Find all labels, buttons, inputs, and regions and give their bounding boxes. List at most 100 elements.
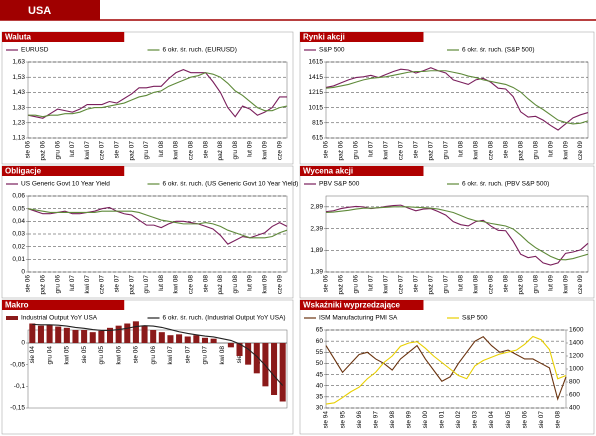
x-tick-label: gru 05 — [98, 346, 105, 365]
y-tick-label: 1000 — [569, 366, 584, 373]
y-tick-label: 35 — [316, 394, 324, 401]
panel-title-bar — [300, 300, 424, 310]
y-tick-label: 400 — [569, 405, 580, 412]
x-tick-label: kwi 08 — [472, 141, 479, 160]
panel-title: Makro — [5, 301, 29, 310]
x-tick-label: kwi 07 — [383, 141, 390, 160]
bar — [81, 330, 88, 343]
x-tick-label: kwi 09 — [262, 141, 269, 160]
bar — [236, 343, 243, 356]
series-line — [32, 323, 284, 386]
y-tick-label: 815 — [312, 120, 323, 127]
y-tick-label: 1,89 — [310, 247, 323, 254]
x-tick-label: gru 06 — [54, 141, 61, 160]
x-tick-label: lut 07 — [368, 275, 375, 291]
x-tick-label: paź 06 — [40, 275, 47, 295]
x-tick-label: gru 08 — [532, 141, 539, 160]
panel-title: Waluta — [5, 33, 31, 42]
y-tick-label: 0,05 — [12, 205, 25, 212]
panel-title: Wskaźniki wyprzedzające — [303, 301, 400, 310]
x-tick-label: sie 07 — [114, 275, 121, 293]
x-tick-label: sie 02 — [455, 411, 462, 429]
x-tick-label: gru 06 — [353, 141, 360, 160]
x-tick-label: kwi 09 — [562, 141, 569, 160]
x-tick-label: sie 01 — [439, 411, 446, 429]
series-line — [325, 70, 589, 125]
x-tick-label: cze 07 — [398, 141, 405, 161]
y-tick-label: 50 — [316, 360, 324, 367]
x-tick-label: gru 06 — [150, 346, 157, 365]
x-tick-label: cze 08 — [188, 275, 195, 295]
bar — [89, 332, 96, 343]
y-tick-label: 1215 — [309, 89, 324, 96]
series-line — [325, 336, 567, 401]
y-tick-label: 40 — [316, 382, 324, 389]
bar — [193, 335, 200, 343]
x-tick-label: lut 08 — [457, 275, 464, 291]
y-tick-label: 1015 — [309, 104, 324, 111]
x-tick-label: lut 08 — [158, 141, 165, 157]
bar — [262, 343, 269, 387]
x-tick-label: gru 08 — [232, 141, 239, 160]
y-tick-label: 65 — [316, 327, 324, 334]
x-tick-label: lut 09 — [547, 275, 554, 291]
y-tick-label: -0,15 — [10, 405, 25, 412]
legend-label: 6 okr. śr. ruch. (PBV S&P 500) — [462, 181, 549, 188]
bar — [46, 324, 53, 343]
y-tick-label: -0,05 — [10, 361, 25, 368]
x-tick-label: sie 07 — [114, 141, 121, 159]
y-tick-label: 800 — [569, 379, 580, 386]
bar — [279, 343, 286, 402]
y-tick-label: 2,89 — [310, 204, 323, 211]
x-tick-label: cze 07 — [398, 275, 405, 295]
y-tick-label: 0,03 — [12, 231, 25, 238]
bar — [141, 325, 148, 343]
x-tick-label: sie 08 — [554, 411, 561, 429]
series-line — [27, 69, 287, 119]
legend-label: Industrial Output YoY USA — [21, 315, 98, 322]
x-tick-label: gru 06 — [54, 275, 61, 294]
x-tick-label: sie 08 — [502, 141, 509, 159]
panel-title-bar — [2, 32, 125, 42]
panel-title: Obligacje — [5, 167, 42, 176]
x-tick-label: gru 07 — [442, 275, 449, 294]
x-tick-label: sie 97 — [372, 411, 379, 429]
series-line — [27, 206, 288, 245]
x-tick-label: paź 08 — [517, 275, 524, 295]
panel-frame — [299, 165, 595, 299]
bar — [184, 336, 191, 343]
x-tick-label: paź 07 — [128, 141, 135, 161]
y-tick-label: 0,06 — [12, 193, 25, 200]
x-tick-label: sie 99 — [405, 411, 412, 429]
y-tick-label: 0 — [21, 269, 25, 276]
y-tick-label: 1,53 — [12, 74, 25, 81]
panel-frame — [1, 165, 294, 299]
x-tick-label: kwi 09 — [562, 275, 569, 294]
bar — [176, 334, 183, 343]
bar — [158, 332, 165, 343]
x-tick-label: kwi 07 — [84, 275, 91, 294]
series-line — [28, 72, 288, 118]
x-tick-label: sie 96 — [356, 411, 363, 429]
x-tick-label: cze 08 — [487, 141, 494, 161]
x-tick-label: paź 07 — [428, 141, 435, 161]
y-tick-label: 1,33 — [12, 104, 25, 111]
x-tick-label: lut 07 — [368, 141, 375, 157]
y-tick-label: 30 — [316, 405, 324, 412]
bar — [167, 335, 174, 343]
panel-title-bar — [2, 166, 125, 176]
x-tick-label: kwi 07 — [167, 346, 174, 365]
x-tick-label: kwi 08 — [173, 275, 180, 294]
bar — [37, 325, 44, 343]
series-line — [325, 206, 589, 261]
y-tick-label: 0,01 — [12, 256, 25, 263]
bar — [106, 327, 114, 343]
x-tick-label: lut 07 — [69, 275, 76, 291]
y-tick-label: 1400 — [569, 340, 584, 347]
x-tick-label: gru 08 — [532, 275, 539, 294]
x-tick-label: kwi 09 — [262, 275, 269, 294]
y-tick-label: 600 — [569, 392, 580, 399]
x-tick-label: lut 08 — [457, 141, 464, 157]
y-tick-label: 1,13 — [12, 135, 25, 142]
y-tick-label: 55 — [316, 349, 324, 356]
